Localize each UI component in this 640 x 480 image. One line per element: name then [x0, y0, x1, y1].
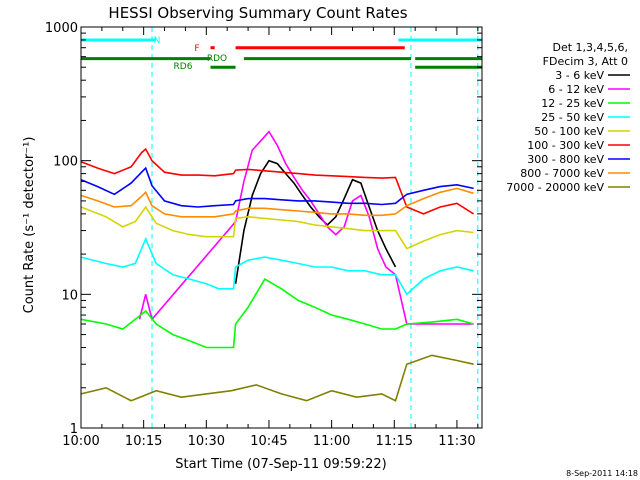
legend-label-5: 100 - 300 keV: [527, 139, 604, 152]
x-tick-label-0: 10:00: [62, 434, 99, 449]
chart-title: HESSI Observing Summary Count Rates: [108, 4, 407, 22]
x-tick-label-4: 11:00: [313, 434, 350, 449]
status-label-f: F: [194, 44, 199, 54]
series-line-1: [138, 130, 474, 325]
series-line-5: [80, 147, 475, 215]
legend-label-8: 7000 - 20000 keV: [506, 181, 604, 194]
legend-label-1: 6 - 12 keV: [548, 83, 604, 96]
legend-label-3: 25 - 50 keV: [541, 111, 604, 124]
legend-label-0: 3 - 6 keV: [555, 69, 604, 82]
axes: 10:00 10:15 10:30 10:45 11:00 11:15 11:30 1 10 10…: [45, 21, 482, 449]
x-tick-label-6: 11:30: [438, 434, 475, 449]
series-line-8: [80, 354, 474, 402]
y-tick-label-2: 100: [53, 155, 78, 170]
y-tick-label-1: 10: [61, 288, 78, 303]
plot-frame: [80, 26, 483, 429]
x-tick-label-1: 10:15: [125, 434, 162, 449]
legend-label-6: 300 - 800 keV: [527, 153, 604, 166]
legend: Det 1,3,4,5,6,FDecim 3, Att 03 - 6 keV6 …: [506, 41, 630, 194]
legend-header-0: Det 1,3,4,5,6,: [552, 41, 628, 54]
y-tick-label-0: 1: [70, 422, 78, 437]
series-line-0: [234, 159, 397, 284]
series-line-3: [80, 236, 474, 296]
legend-label-2: 12 - 25 keV: [541, 97, 604, 110]
y-tick-label-3: 1000: [45, 21, 78, 36]
series-line-7: [80, 187, 474, 218]
legend-label-4: 50 - 100 keV: [534, 125, 604, 138]
legend-label-7: 800 - 7000 keV: [520, 167, 604, 180]
x-axis-label: Start Time (07-Sep-11 09:59:22): [175, 457, 386, 472]
y-axis-label: Count Rate (s⁻¹ detector⁻¹): [22, 137, 37, 314]
status-label-rd6: RD6: [174, 62, 193, 72]
legend-header-1: FDecim 3, Att 0: [543, 55, 628, 68]
x-tick-label-5: 11:15: [376, 434, 413, 449]
x-tick-label-3: 10:45: [250, 434, 287, 449]
status-label-n: N: [154, 36, 161, 46]
series-line-6: [80, 166, 474, 208]
series-line-4: [80, 205, 474, 250]
plot-area: N F RDO RD6: [80, 27, 482, 428]
series-line-2: [80, 278, 474, 349]
status-label-rdo: RDO: [207, 54, 227, 64]
footer-date: 8-Sep-2011 14:18: [566, 469, 638, 478]
x-tick-label-2: 10:30: [188, 434, 225, 449]
